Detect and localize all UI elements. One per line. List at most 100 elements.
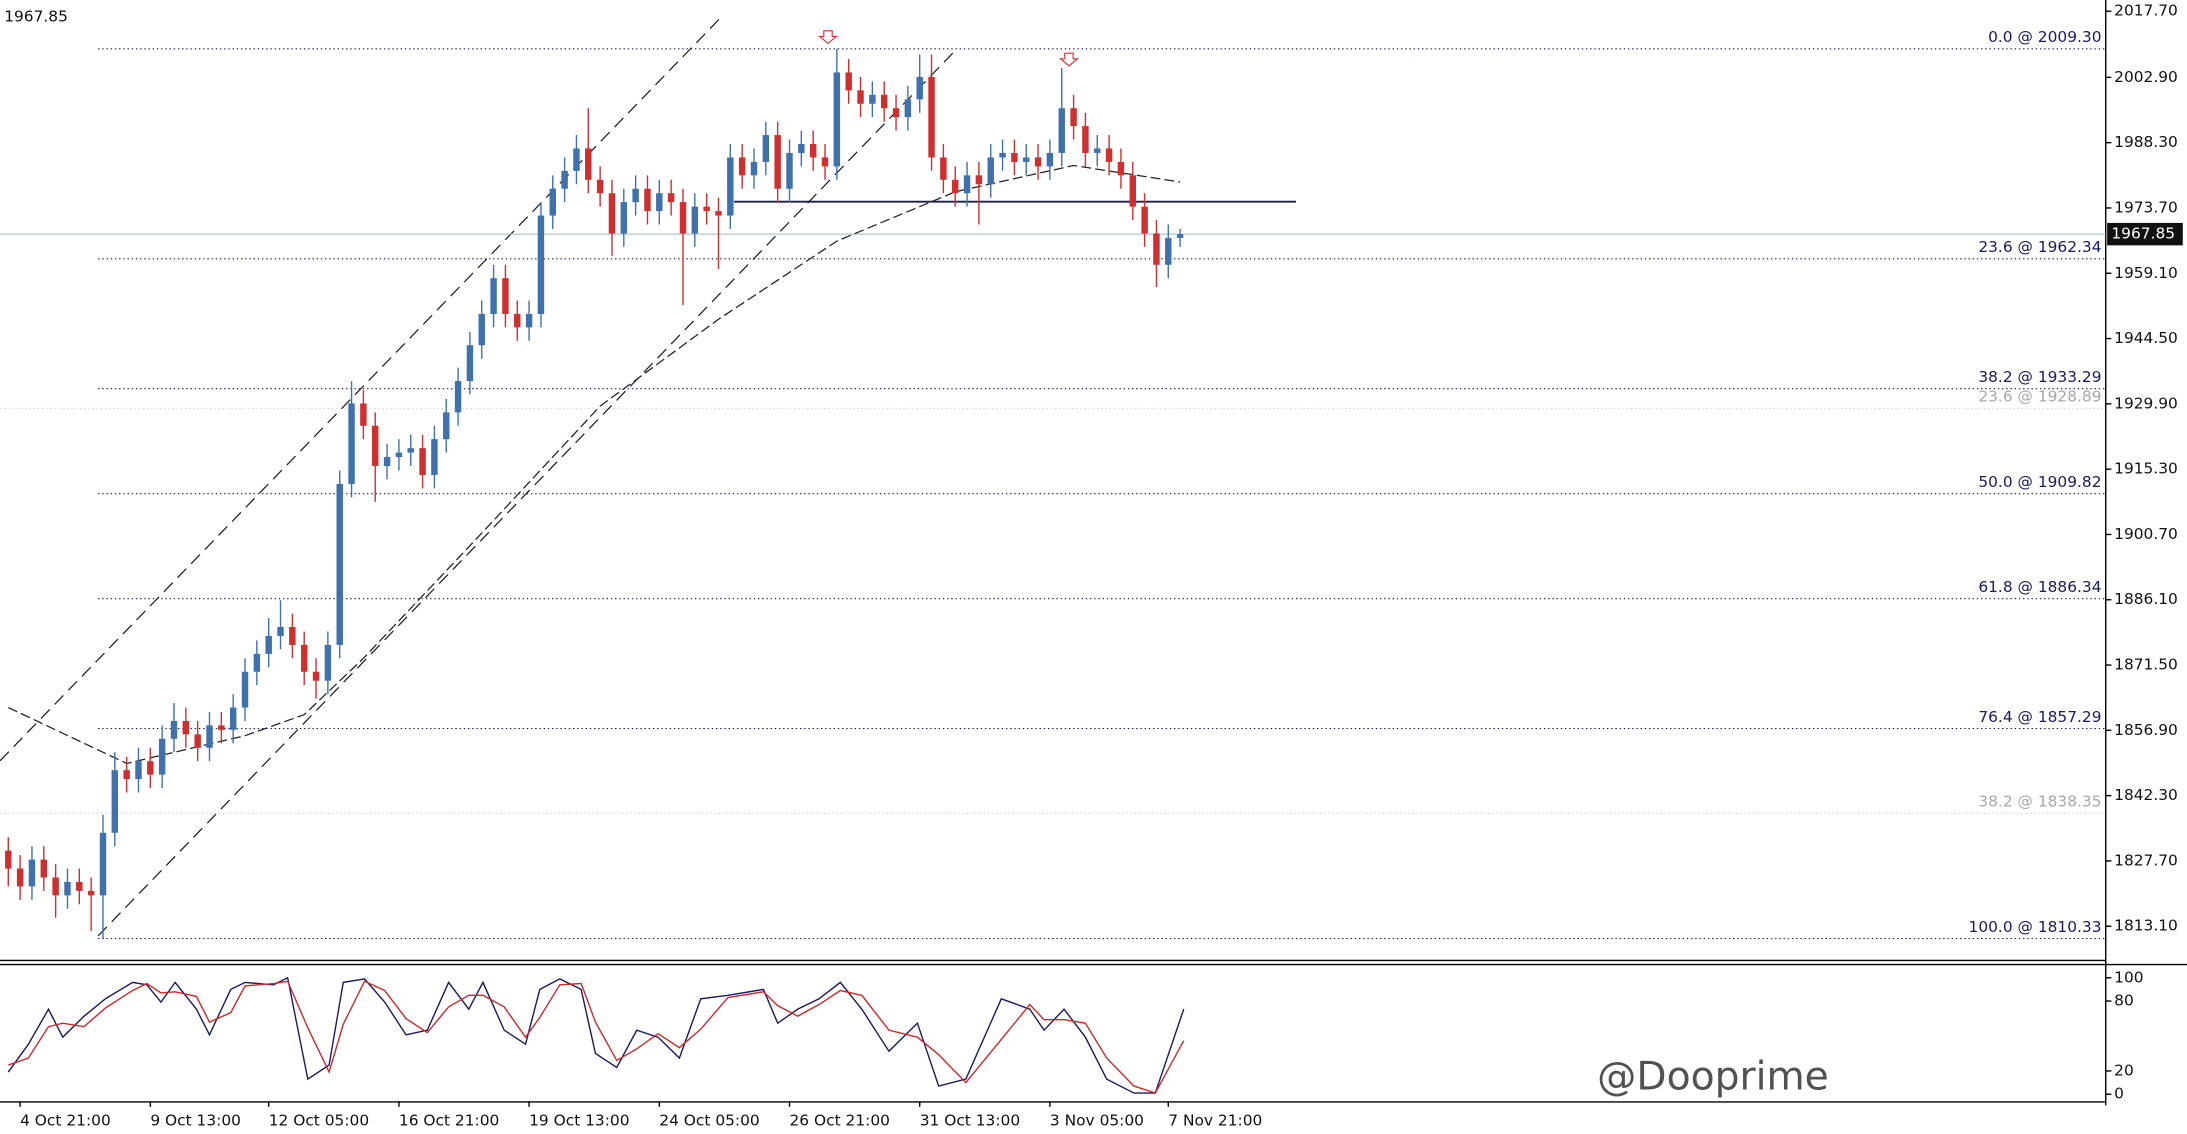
candle-body [1094,148,1101,153]
candle-body [490,278,497,314]
x-tick-label: 19 Oct 13:00 [529,1111,629,1129]
channel-line [97,52,954,937]
last-price-box-label: 1967.85 [2111,225,2175,243]
y-tick-label: 1900.70 [2114,525,2178,543]
candle-body [620,202,628,234]
candle-body [300,644,308,672]
fib-level-label: 38.2 @ 1933.29 [1978,368,2101,386]
x-tick-label: 7 Nov 21:00 [1168,1111,1262,1129]
candle-body [466,345,474,382]
fractal-arrow [818,30,838,45]
candle-body [537,215,545,314]
fib-level-label: 0.0 @ 2009.30 [1988,28,2101,46]
y-tick-label: 1915.30 [2114,460,2178,478]
y-tick-label: 1813.10 [2114,917,2178,935]
candle-body [1117,161,1125,176]
candle-body [1011,152,1018,162]
y-tick-label: 80 [2114,992,2134,1010]
fib-level-label: 50.0 @ 1909.82 [1978,473,2101,491]
candle-body [478,313,485,346]
fib-level-label: 23.6 @ 1928.89 [1978,388,2101,406]
candle-body [1105,148,1113,162]
fib-level-label: 23.6 @ 1962.34 [1978,238,2101,256]
candle-body [28,859,36,887]
candle-body [229,707,237,730]
candle-body [514,313,521,328]
y-tick-label: 1929.90 [2114,394,2178,412]
candle-body [40,859,48,878]
candle-body [182,720,190,735]
y-tick-label: 1886.10 [2114,590,2178,608]
candle-body [1023,157,1030,162]
candle-body [135,761,142,780]
candle-body [573,148,580,171]
candle-body [194,734,201,748]
candle-body [525,313,533,328]
moving-average [7,164,1181,765]
candle-body [348,403,355,484]
candle-body [951,179,959,194]
candle-body [715,211,722,216]
candle-body [928,76,935,158]
candle-body [454,381,462,413]
candle-body [656,193,663,212]
candle-body [833,72,841,167]
candle-body [727,157,734,216]
candle-body [253,653,261,672]
candle-body [585,148,592,180]
candle-body [1034,157,1042,167]
candle-body [431,439,438,475]
candle-body [360,403,367,426]
candle-body [667,193,675,203]
candle-body [857,90,864,104]
candle-body [265,635,272,654]
candle-body [762,135,770,162]
candle-body [703,206,710,212]
stochastic-line [8,980,1185,1094]
candle-body [1082,126,1089,153]
candle-body [52,877,59,896]
candle-body [158,738,166,775]
candle-body [324,644,332,681]
candle-body [809,144,817,158]
x-tick-label: 24 Oct 05:00 [659,1111,759,1129]
candle-body [16,868,24,887]
y-tick-label: 0 [2114,1085,2124,1103]
candle-body [1129,175,1136,207]
candle-body [750,161,758,176]
candle-body [975,175,983,185]
x-tick-label: 16 Oct 21:00 [399,1111,499,1129]
x-tick-label: 4 Oct 21:00 [20,1111,111,1129]
candle-body [880,94,888,109]
candle-body [371,425,379,467]
stochastic-line [7,976,1185,1094]
layout [0,0,2187,1106]
candle-body [1141,206,1148,234]
candle-body [336,483,343,645]
y-tick-label: 2017.70 [2114,2,2178,20]
candle-body [312,671,320,681]
candle-body [596,179,604,194]
candle-body [774,135,781,189]
candle-body [679,202,687,234]
candle-body [502,278,509,314]
y-tick-label: 20 [2114,1061,2134,1079]
candle-body [1070,108,1077,127]
candle-body [987,157,994,185]
candle-body [419,448,426,475]
x-tick-label: 31 Oct 13:00 [920,1111,1020,1129]
candle-body [5,850,12,869]
candle-body [111,770,119,833]
candle-body [608,193,616,234]
x-tick-label: 26 Oct 21:00 [790,1111,890,1129]
fib-level-label: 76.4 @ 1857.29 [1978,708,2101,726]
candle-body [869,94,876,104]
candle-body [821,157,829,167]
candle-body [1046,152,1054,167]
watermark: @Dooprime [1597,1054,1829,1099]
candle-body [99,832,107,896]
last-price-label: 1967.85 [4,7,68,25]
y-tick-label: 1973.70 [2114,198,2178,216]
